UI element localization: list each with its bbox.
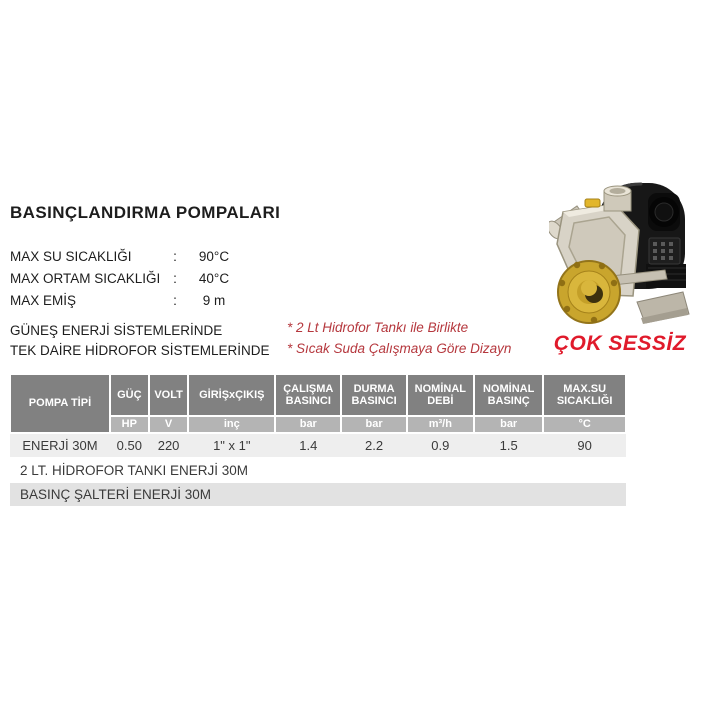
spec-value: 90°C <box>198 248 230 264</box>
cell-calisma-basinci: 1.4 <box>275 432 342 458</box>
cell-guc: 0.50 <box>109 432 149 458</box>
cell-max-su-sicakligi: 90 <box>543 432 626 458</box>
col-header-durma-basinci: DURMA BASINCI <box>340 373 408 417</box>
spec-row-max-ambient-temp: MAX ORTAM SICAKLIĞI : 40°C <box>10 267 246 289</box>
usage-lines: GÜNEŞ ENERJİ SİSTEMLERİNDE TEK DAİRE HİD… <box>10 321 270 361</box>
col-header-nominal-basinc: NOMİNAL BASINÇ <box>472 373 545 417</box>
table-header-row: POMPA TİPİ GÜÇ VOLT GİRİŞxÇIKIŞ ÇALIŞMA … <box>9 373 627 434</box>
unit-bar-1: bar <box>274 415 343 434</box>
table-row-enerji-30m: ENERJİ 30M 0.50 220 1" x 1" 1.4 2.2 0.9 … <box>10 432 626 458</box>
product-section: ÇOK SESSİZ <box>544 178 696 356</box>
table-row-basinc-salteri: BASINÇ ŞALTERİ ENERJİ 30M <box>10 481 626 506</box>
cell-pompa-tipi: ENERJİ 30M <box>10 432 110 458</box>
unit-inc: inç <box>187 415 277 434</box>
spec-value: 40°C <box>198 270 230 286</box>
full-row-label: BASINÇ ŞALTERİ ENERJİ 30M <box>10 481 626 506</box>
table-row-hidrofor-tanki: 2 LT. HİDROFOR TANKI ENERJİ 30M <box>10 457 626 482</box>
col-header-calisma-basinci: ÇALIŞMA BASINCI <box>274 373 343 417</box>
spec-separator: : <box>173 270 177 286</box>
col-header-pompa-tipi: POMPA TİPİ <box>9 373 111 434</box>
col-header-nominal-debi: NOMİNAL DEBİ <box>405 373 475 417</box>
note-line: * 2 Lt Hidrofor Tankı ile Birlikte <box>287 320 469 335</box>
cell-nominal-debi: 0.9 <box>406 432 474 458</box>
pump-flange <box>557 260 621 324</box>
col-header-volt: VOLT <box>147 373 190 417</box>
spec-row-max-water-temp: MAX SU SICAKLIĞI : 90°C <box>10 245 246 267</box>
spec-value: 9 m <box>202 292 226 308</box>
notes: * 2 Lt Hidrofor Tankı ile Birlikte * Sıc… <box>287 318 511 359</box>
spec-label: MAX ORTAM SICAKLIĞI <box>10 270 161 286</box>
unit-v: V <box>147 415 190 434</box>
unit-bar-3: bar <box>472 415 545 434</box>
unit-c: °C <box>542 415 627 434</box>
unit-hp: HP <box>108 415 150 434</box>
note-line: * Sıcak Suda Çalışmaya Göre Dizayn <box>287 340 512 356</box>
pump-image <box>549 182 690 324</box>
cell-volt: 220 <box>148 432 189 458</box>
spec-label: MAX EMİŞ <box>10 292 77 308</box>
unit-m3h: m³/h <box>405 415 475 434</box>
usage-line: GÜNEŞ ENERJİ SİSTEMLERİNDE <box>10 323 223 338</box>
cell-nominal-basinc: 1.5 <box>473 432 544 458</box>
spec-row-max-suction: MAX EMİŞ : 9 m <box>10 289 246 311</box>
unit-bar-2: bar <box>340 415 408 434</box>
cell-durma-basinci: 2.2 <box>341 432 407 458</box>
spec-separator: : <box>173 248 177 264</box>
spec-list: MAX SU SICAKLIĞI : 90°C MAX ORTAM SICAKL… <box>10 245 246 311</box>
cell-giris-cikis: 1" x 1" <box>188 432 276 458</box>
spec-separator: : <box>173 292 177 308</box>
spec-label: MAX SU SICAKLIĞI <box>10 248 132 264</box>
table-units-row: HP V inç bar bar m³/h bar °C <box>10 415 627 434</box>
product-caption: ÇOK SESSİZ <box>553 332 687 355</box>
page-title: BASINÇLANDIRMA POMPALARI <box>10 203 281 222</box>
col-header-max-su-sicakligi: MAX.SU SICAKLIĞI <box>542 373 627 417</box>
usage-line: TEK DAİRE HİDROFOR SİSTEMLERİNDE <box>10 343 270 358</box>
col-header-guc: GÜÇ <box>108 373 150 417</box>
col-header-giris-cikis: GİRİŞxÇIKIŞ <box>187 373 277 417</box>
pump-spec-table: POMPA TİPİ GÜÇ VOLT GİRİŞxÇIKIŞ ÇALIŞMA … <box>9 373 627 506</box>
full-row-label: 2 LT. HİDROFOR TANKI ENERJİ 30M <box>10 457 626 482</box>
